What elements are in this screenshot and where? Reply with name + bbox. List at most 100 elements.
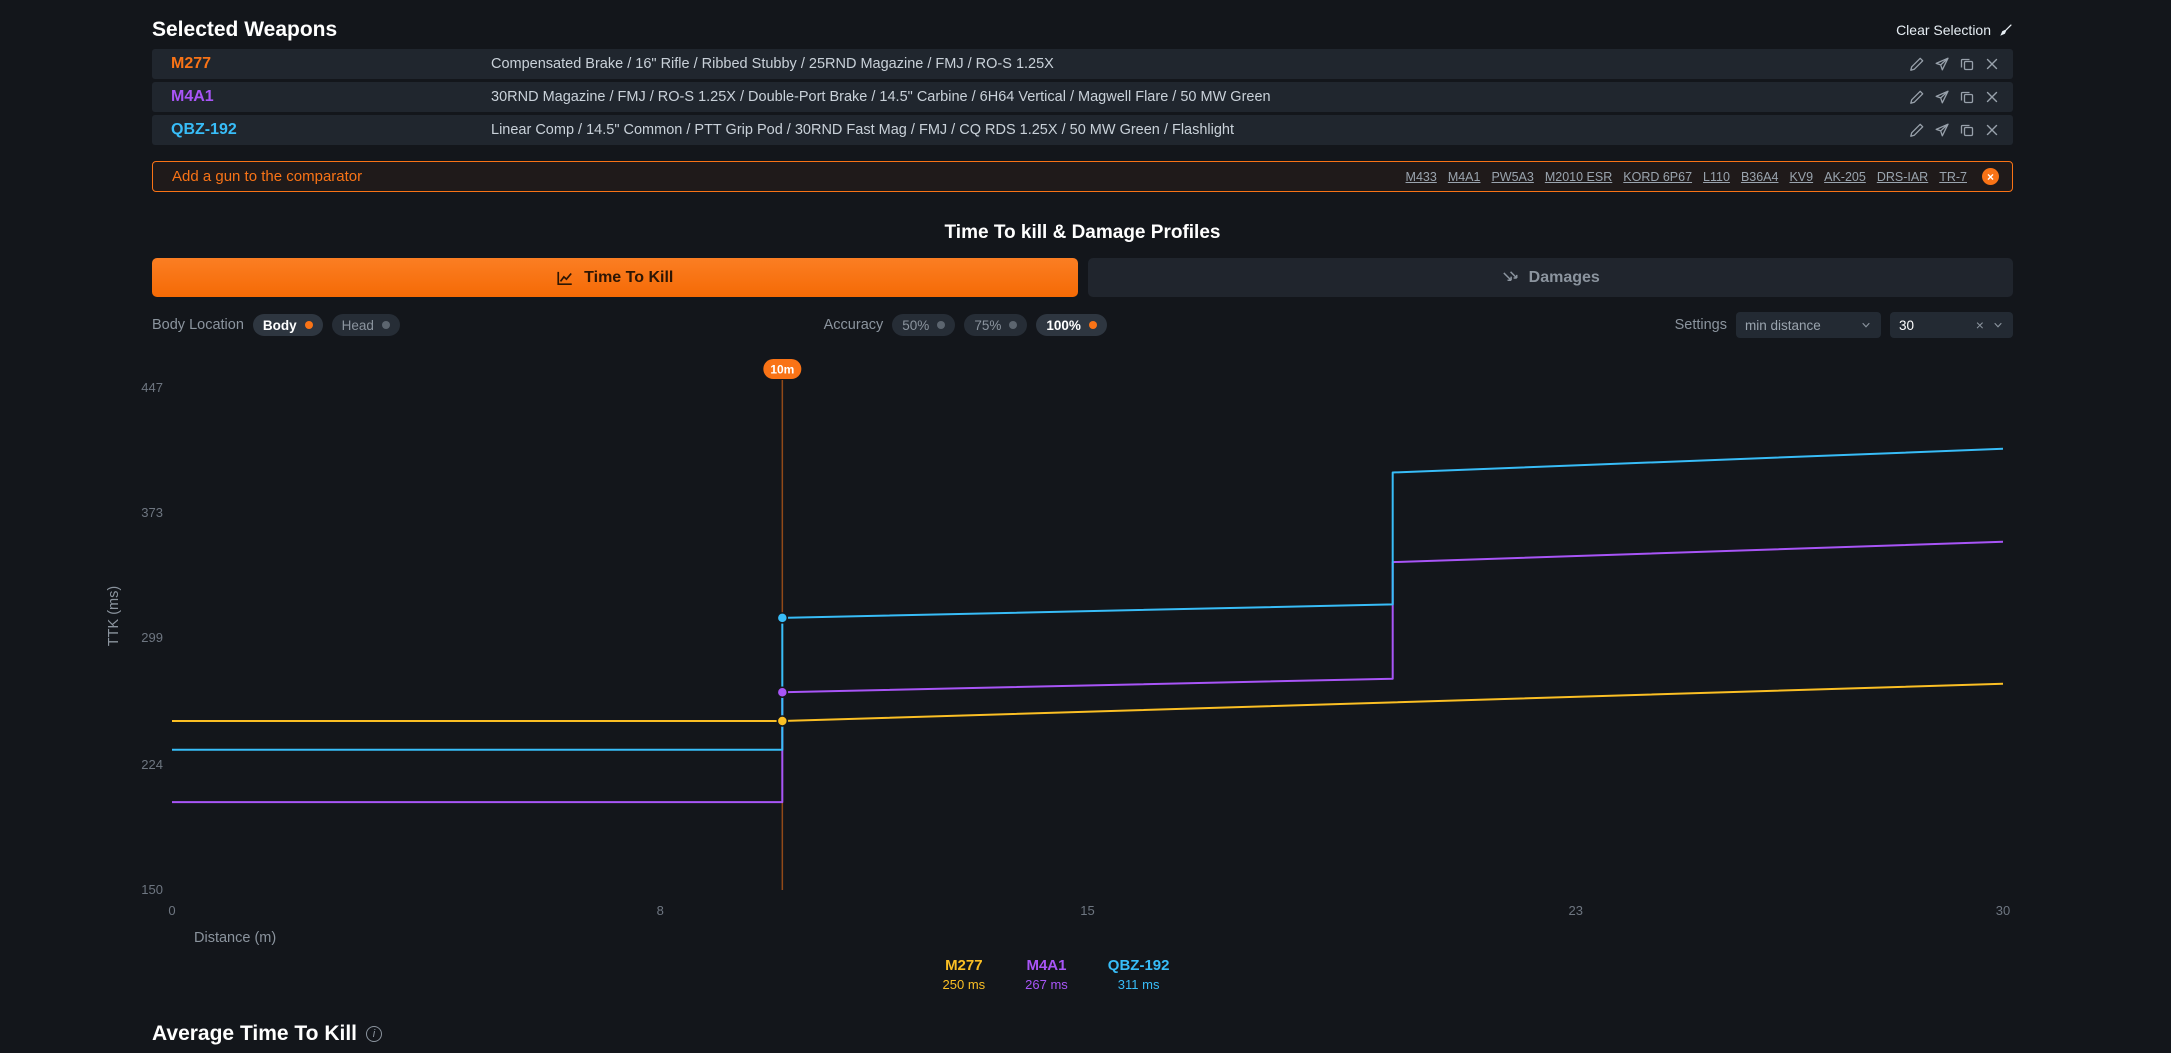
tab-damages[interactable]: Damages <box>1087 258 2013 297</box>
head-chip[interactable]: Head <box>331 314 400 336</box>
accuracy-100-chip[interactable]: 100% <box>1036 314 1107 336</box>
tooltip-item: M277 250 ms <box>943 957 986 992</box>
section-title: Time To kill & Damage Profiles <box>944 222 1221 243</box>
chevron-down-icon <box>1860 319 1872 331</box>
close-icon <box>1984 122 2000 138</box>
header: Selected Weapons Clear Selection <box>152 0 2013 46</box>
tooltip-item: QBZ-192 311 ms <box>1108 957 1170 992</box>
page-title: Selected Weapons <box>152 18 338 41</box>
average-ttk-section: Average Time To Kill i <box>152 1022 383 1046</box>
damage-falloff-icon <box>1501 269 1519 287</box>
svg-text:8: 8 <box>657 903 664 918</box>
active-dot-icon <box>304 321 313 329</box>
tooltip-weapon-value: 267 ms <box>1025 977 1068 992</box>
body-location-group: Body Location Body Head <box>152 314 400 336</box>
accuracy-group: Accuracy 50% 75% 100% <box>824 314 1107 336</box>
weapon-name-link[interactable]: QBZ-192 <box>171 121 237 138</box>
svg-text:23: 23 <box>1569 903 1583 918</box>
row-actions <box>1909 56 2013 72</box>
chart-tooltip: M277 250 ms M4A1 267 ms QBZ-192 311 ms <box>943 957 1170 992</box>
share-button[interactable] <box>1934 89 1950 105</box>
inactive-dot-icon <box>381 321 390 329</box>
weapon-attachments: 30RND Magazine / FMJ / RO-S 1.25X / Doub… <box>491 89 1271 105</box>
accuracy-50-chip[interactable]: 50% <box>892 314 956 336</box>
chip-label: Body <box>262 317 297 333</box>
accuracy-label: Accuracy <box>823 317 884 333</box>
copy-button[interactable] <box>1959 89 1975 105</box>
svg-text:0: 0 <box>168 903 175 918</box>
copy-icon <box>1959 56 1975 72</box>
weapon-link[interactable]: KV9 <box>1789 169 1814 184</box>
tab-label: Damages <box>1528 268 1600 286</box>
weapon-link[interactable]: M4A1 <box>1447 169 1481 184</box>
body-chip[interactable]: Body <box>252 314 323 336</box>
row-actions <box>1909 89 2013 105</box>
edit-button[interactable] <box>1909 89 1925 105</box>
add-gun-bar: Add a gun to the comparator M433 M4A1 PW… <box>152 161 2013 192</box>
close-icon <box>1984 89 2000 105</box>
sort-mode-select[interactable]: min distance <box>1735 312 1881 338</box>
weapon-link[interactable]: AK-205 <box>1824 169 1866 184</box>
remove-button[interactable] <box>1984 56 2000 72</box>
weapon-row: M4A1 30RND Magazine / FMJ / RO-S 1.25X /… <box>152 82 2013 112</box>
close-icon <box>1984 56 2000 72</box>
accuracy-75-chip[interactable]: 75% <box>964 314 1028 336</box>
copy-button[interactable] <box>1959 122 1975 138</box>
edit-icon <box>1909 122 1925 138</box>
quick-add-links: M433 M4A1 PW5A3 M2010 ESR KORD 6P67 L110… <box>1406 170 1967 184</box>
max-distance-value: 30 <box>1898 317 1915 333</box>
weapon-name-link[interactable]: M4A1 <box>171 88 214 105</box>
weapon-link[interactable]: TR-7 <box>1939 169 1967 184</box>
copy-icon <box>1959 89 1975 105</box>
weapon-attachments: Linear Comp / 14.5" Common / PTT Grip Po… <box>491 122 1235 138</box>
weapon-comparator: Selected Weapons Clear Selection M277 Co… <box>152 0 2013 338</box>
svg-text:TTK (ms): TTK (ms) <box>106 586 122 646</box>
add-gun-label: Add a gun to the comparator <box>172 168 363 185</box>
chevron-down-icon <box>1992 319 2004 331</box>
share-button[interactable] <box>1934 56 1950 72</box>
weapon-link[interactable]: KORD 6P67 <box>1623 169 1693 184</box>
copy-button[interactable] <box>1959 56 1975 72</box>
weapon-name-link[interactable]: M277 <box>171 55 212 72</box>
remove-button[interactable] <box>1984 89 2000 105</box>
share-icon <box>1934 89 1950 105</box>
inactive-dot-icon <box>937 321 946 329</box>
edit-button[interactable] <box>1909 122 1925 138</box>
svg-text:Distance (m): Distance (m) <box>194 930 276 946</box>
clear-selection-button[interactable]: Clear Selection <box>1896 22 2013 38</box>
svg-text:373: 373 <box>141 505 163 520</box>
max-distance-select[interactable]: 30 × <box>1889 312 2013 338</box>
average-ttk-title: Average Time To Kill <box>152 1022 358 1045</box>
chip-label: 75% <box>974 317 1002 333</box>
tooltip-weapon-name: M4A1 <box>1026 957 1067 974</box>
line-chart-icon <box>556 269 574 287</box>
dismiss-add-bar-button[interactable]: × <box>1982 168 1999 185</box>
weapon-link[interactable]: M2010 ESR <box>1544 169 1613 184</box>
weapon-link[interactable]: L110 <box>1703 169 1730 184</box>
weapon-link[interactable]: PW5A3 <box>1491 169 1534 184</box>
svg-text:150: 150 <box>141 882 163 897</box>
weapon-link[interactable]: B36A4 <box>1740 169 1779 184</box>
weapon-row: M277 Compensated Brake / 16" Rifle / Rib… <box>152 49 2013 79</box>
remove-button[interactable] <box>1984 122 2000 138</box>
svg-text:224: 224 <box>141 757 163 772</box>
clear-value-icon[interactable]: × <box>1975 317 1984 333</box>
tab-time-to-kill[interactable]: Time To Kill <box>152 258 1078 297</box>
copy-icon <box>1959 122 1975 138</box>
info-icon[interactable]: i <box>366 1026 383 1042</box>
tooltip-weapon-value: 311 ms <box>1117 977 1160 992</box>
svg-text:10m: 10m <box>770 363 794 377</box>
edit-button[interactable] <box>1909 56 1925 72</box>
tooltip-weapon-name: M277 <box>945 957 983 974</box>
tooltip-item: M4A1 267 ms <box>1025 957 1068 992</box>
chart-controls: Body Location Body Head Accuracy 50% 75%… <box>152 312 2013 338</box>
share-button[interactable] <box>1934 122 1950 138</box>
clear-selection-label: Clear Selection <box>1896 22 1991 38</box>
weapon-link[interactable]: M433 <box>1405 169 1437 184</box>
weapon-link[interactable]: DRS-IAR <box>1876 169 1929 184</box>
body-location-label: Body Location <box>152 317 244 333</box>
active-dot-icon <box>1088 321 1097 329</box>
chip-label: 50% <box>902 317 930 333</box>
svg-text:299: 299 <box>141 630 163 645</box>
